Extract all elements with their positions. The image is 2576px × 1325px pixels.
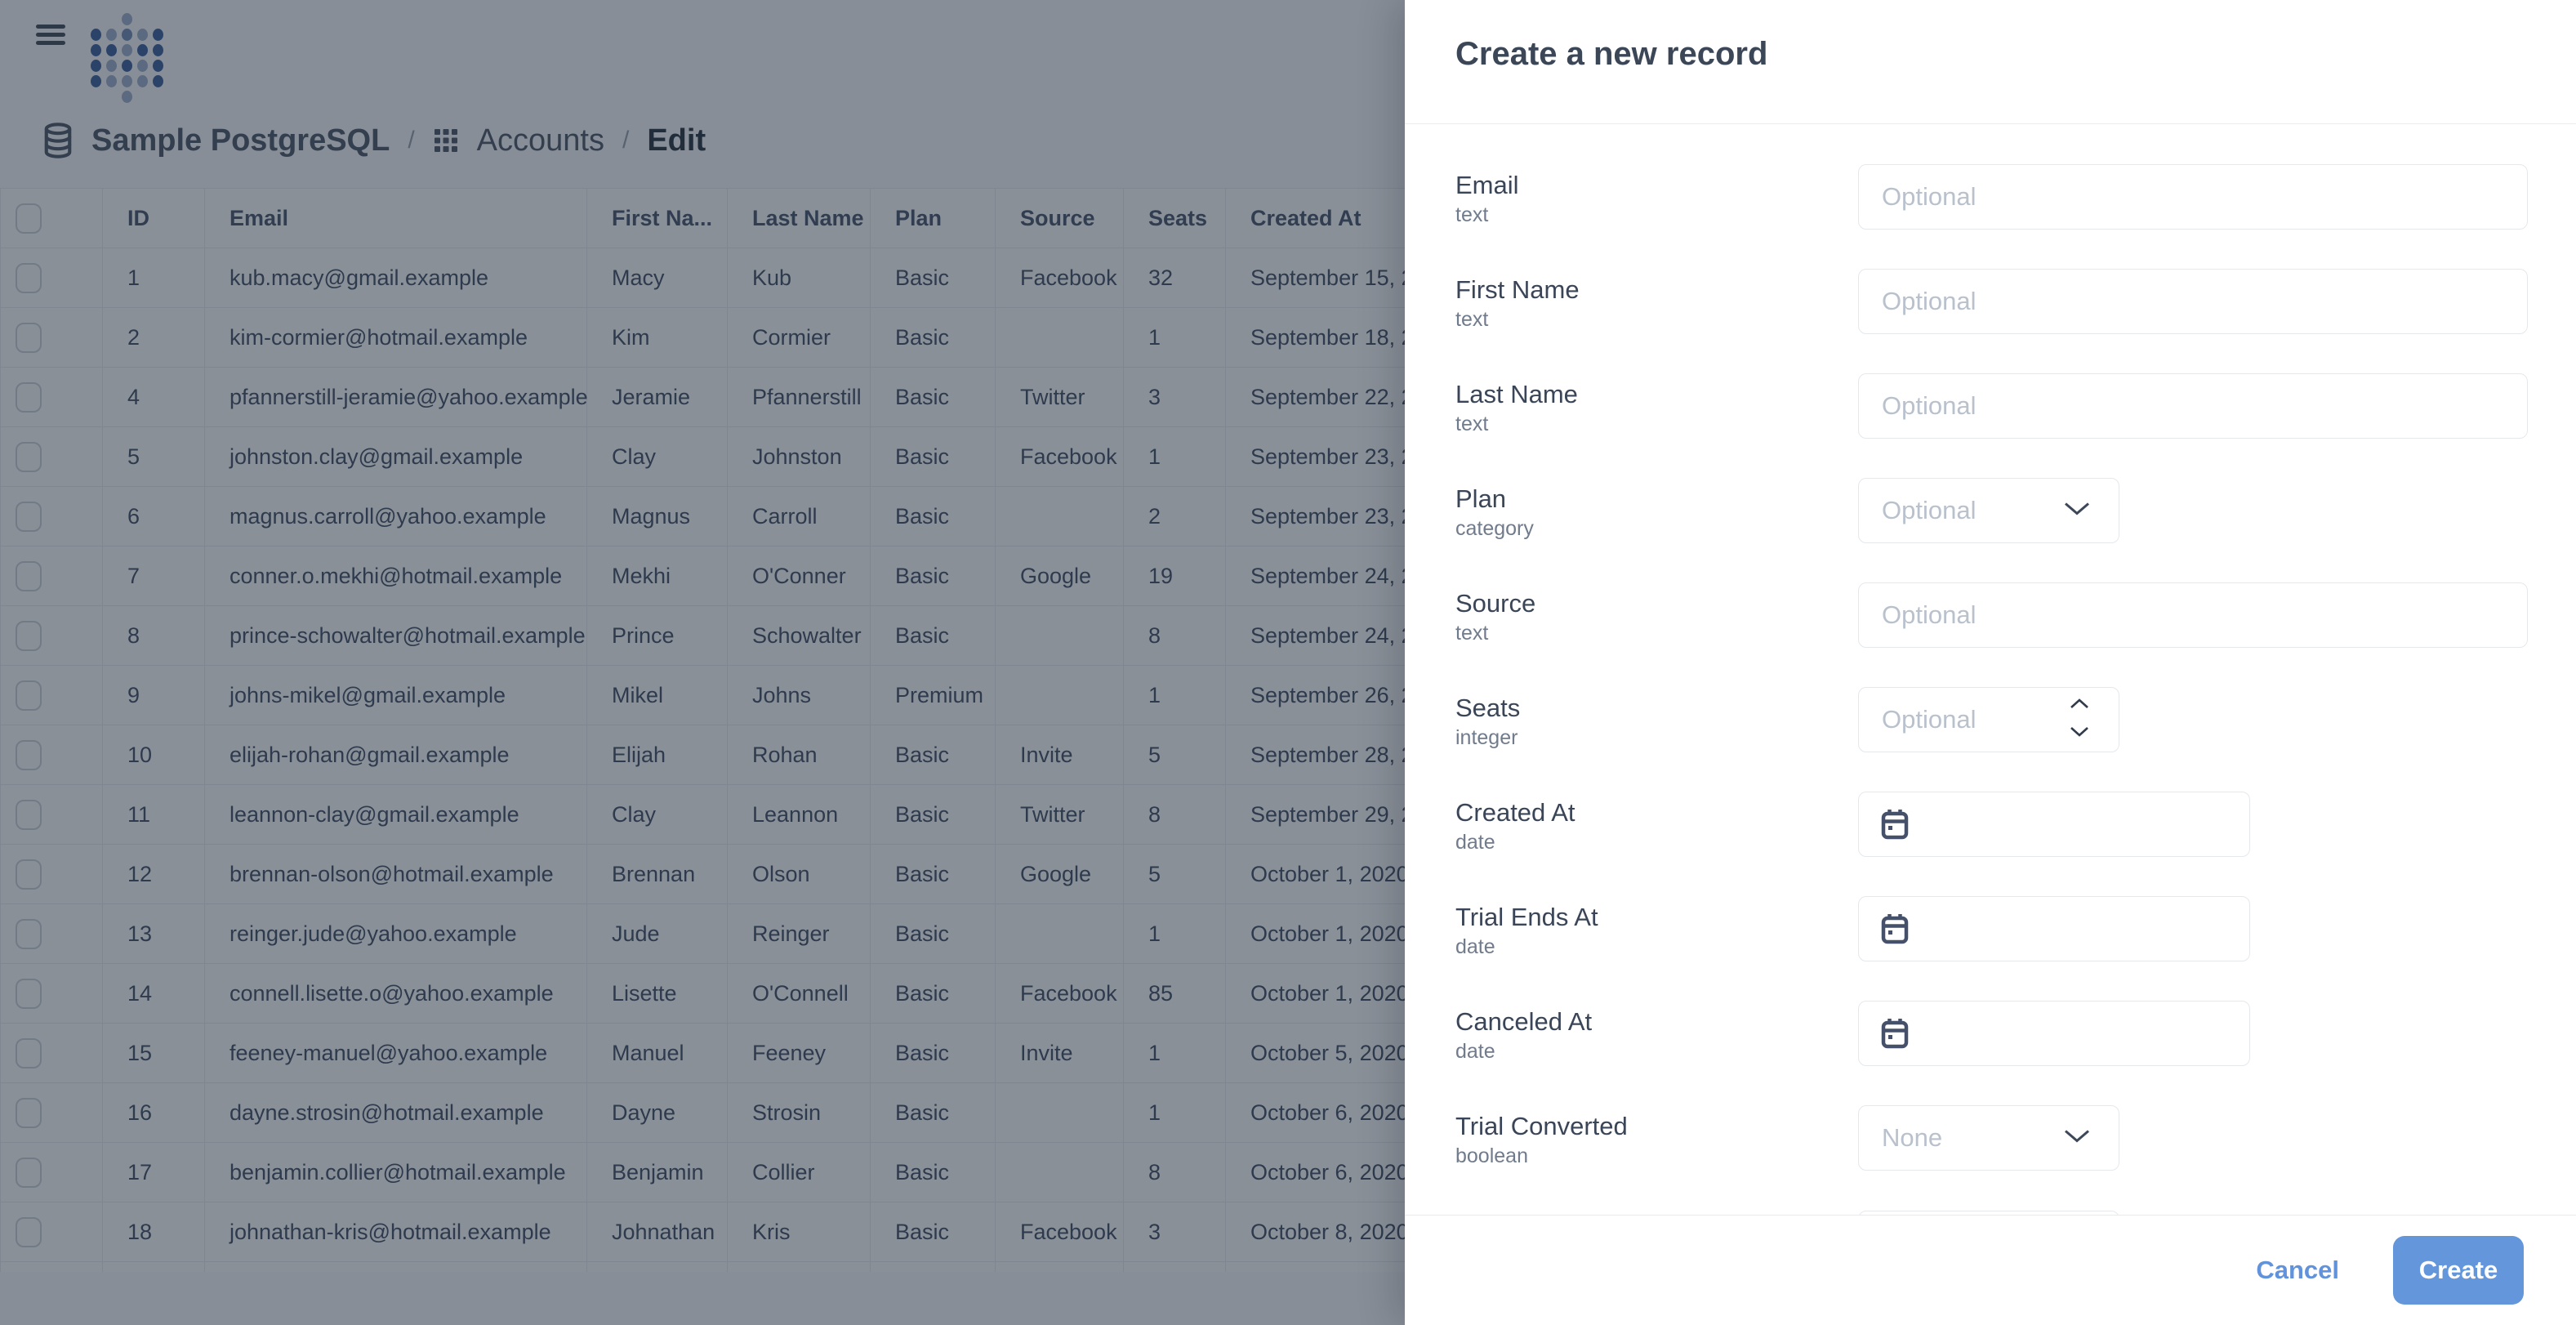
field-type: text <box>1455 413 1489 435</box>
field-label: First Name <box>1455 275 1580 304</box>
modal-form: Email text Optional First Name text Optional L… <box>1405 123 2576 1215</box>
chevron-down-icon[interactable] <box>2070 726 2089 741</box>
input-placeholder: Optional <box>1882 600 1977 629</box>
field-row-canceled-at: Canceled At date <box>1405 1001 2576 1066</box>
field-label: Seats <box>1455 694 1521 722</box>
field-type: boolean <box>1455 1144 1528 1167</box>
create-record-modal: Create a new record Email text Optional Fir… <box>1405 0 2576 1325</box>
date-input[interactable] <box>1858 896 2250 961</box>
chevron-up-icon[interactable] <box>2070 698 2089 713</box>
modal-dim-overlay[interactable] <box>0 0 1405 1325</box>
modal-title: Create a new record <box>1455 36 1768 72</box>
field-label: Trial Converted <box>1455 1112 1628 1140</box>
chevron-down-icon <box>2063 1128 2091 1149</box>
field-label: Last Name <box>1455 380 1578 408</box>
calendar-icon <box>1859 1017 1910 1050</box>
field-type: date <box>1455 935 1495 958</box>
number-stepper-input[interactable]: Optional <box>1858 687 2119 752</box>
text-input[interactable]: Optional <box>1858 582 2528 648</box>
field-row-created-at: Created At date <box>1405 792 2576 857</box>
select-value: Optional <box>1882 496 1977 524</box>
cancel-button[interactable]: Cancel <box>2251 1255 2344 1286</box>
field-type: text <box>1455 622 1489 645</box>
field-row-last-name: Last Name text Optional <box>1405 373 2576 439</box>
field-row-email: Email text Optional <box>1405 164 2576 230</box>
field-type: text <box>1455 203 1489 226</box>
text-input[interactable]: Optional <box>1858 269 2528 334</box>
calendar-icon <box>1859 808 1910 841</box>
select-dropdown[interactable]: Optional <box>1858 478 2119 543</box>
date-input[interactable] <box>1858 792 2250 857</box>
create-button[interactable]: Create <box>2393 1236 2524 1305</box>
select-value: None <box>1882 1123 1943 1152</box>
field-row-first-name: First Name text Optional <box>1405 269 2576 334</box>
field-type: integer <box>1455 726 1518 749</box>
field-label: Source <box>1455 589 1536 618</box>
field-type: category <box>1455 517 1534 540</box>
field-row-trial-ends-at: Trial Ends At date <box>1405 896 2576 961</box>
select-dropdown[interactable]: None <box>1858 1105 2119 1171</box>
chevron-down-icon <box>2063 501 2091 521</box>
text-input[interactable]: Optional <box>1858 164 2528 230</box>
input-placeholder: Optional <box>1882 705 1977 734</box>
text-input[interactable]: Optional <box>1858 373 2528 439</box>
field-row-plan: Plan category Optional <box>1405 478 2576 543</box>
modal-header: Create a new record <box>1405 0 2576 124</box>
calendar-icon <box>1859 912 1910 945</box>
date-input[interactable] <box>1858 1001 2250 1066</box>
field-row-trial-converted: Trial Converted boolean None <box>1405 1105 2576 1171</box>
input-placeholder: Optional <box>1882 391 1977 420</box>
field-type: text <box>1455 308 1489 331</box>
modal-footer: Cancel Create <box>1405 1215 2576 1325</box>
field-type: date <box>1455 1040 1495 1063</box>
field-row-seats: Seats integer Optional <box>1405 687 2576 752</box>
input-placeholder: Optional <box>1882 182 1977 211</box>
field-label: Plan <box>1455 484 1507 513</box>
field-label: Created At <box>1455 798 1575 827</box>
field-type: date <box>1455 831 1495 854</box>
input-placeholder: Optional <box>1882 287 1977 315</box>
field-row-source: Source text Optional <box>1405 582 2576 648</box>
field-label: Email <box>1455 171 1519 199</box>
field-label: Trial Ends At <box>1455 903 1598 931</box>
field-label: Canceled At <box>1455 1007 1593 1036</box>
